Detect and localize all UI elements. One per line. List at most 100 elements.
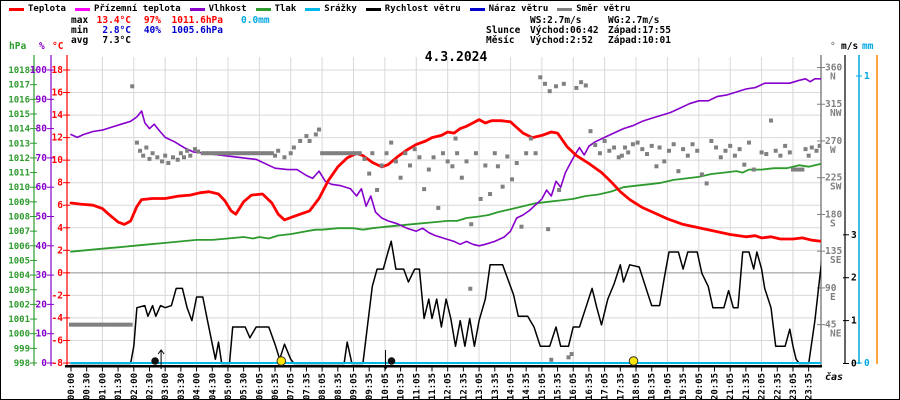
svg-text:3: 3 [851, 230, 857, 241]
wind-summary-row: WS:2.7m/s WG:2.7m/s [486, 16, 671, 26]
svg-text:05:30: 05:30 [240, 373, 250, 399]
svg-text:180: 180 [825, 209, 842, 220]
svg-text:22:35: 22:35 [773, 373, 783, 399]
stats-max-row: max 13.4°C 97% 1011.6hPa 0.0mm [71, 16, 270, 26]
svg-text:1010: 1010 [8, 183, 30, 193]
chart-legend: Teplota Přízemní teplota Vlhkost Tlak Srážky… [9, 4, 630, 14]
svg-text:1001: 1001 [8, 315, 30, 325]
svg-text:2: 2 [57, 245, 63, 256]
max-precipitation-value: 0.0mm [241, 15, 270, 26]
legend-swatch [74, 7, 90, 11]
svg-text:999: 999 [14, 344, 30, 354]
max-humidity-value: 97% [143, 15, 161, 26]
svg-text:05:00: 05:00 [224, 373, 234, 399]
arrow-down-icon [382, 350, 389, 370]
sun-row: Slunce Východ:06:42 Západ:17:55 [486, 26, 671, 36]
stats-block: max 13.4°C 97% 1011.6hPa 0.0mm min 2.8°C… [71, 16, 270, 46]
time-axis: 00:00 00:30 01:00 01:30 02:00 02:30 03:00 03:30… [65, 365, 822, 399]
legend-label: Přízemní teplota [93, 4, 181, 14]
svg-text:W: W [830, 145, 836, 156]
svg-text:04:30: 04:30 [208, 373, 218, 399]
legend-item: Rychlost větru [365, 4, 461, 14]
svg-text:20: 20 [36, 299, 48, 310]
svg-text:225: 225 [825, 173, 842, 184]
legend-item: Vlhkost [189, 4, 247, 14]
svg-text:998: 998 [14, 359, 30, 369]
svg-text:1016: 1016 [8, 95, 30, 105]
legend-item: Teplota [9, 4, 66, 14]
sunset-value: Západ:17:55 [608, 25, 671, 36]
svg-text:23:05: 23:05 [789, 373, 799, 399]
svg-text:10:35: 10:35 [397, 373, 407, 399]
svg-text:18:05: 18:05 [632, 373, 642, 399]
svg-text:21:05: 21:05 [726, 373, 736, 399]
avg-label: avg [71, 35, 89, 46]
series-Tlak [70, 162, 821, 253]
svg-text:80: 80 [36, 124, 48, 135]
svg-text:15:05: 15:05 [538, 373, 548, 399]
gridlines [67, 57, 821, 366]
svg-text:1014: 1014 [8, 125, 30, 135]
svg-text:135: 135 [825, 246, 842, 257]
svg-text:14:35: 14:35 [522, 373, 532, 399]
legend-item: Tlak [255, 4, 296, 14]
svg-text:2: 2 [851, 273, 857, 284]
svg-text:06:05: 06:05 [255, 373, 265, 399]
svg-text:14: 14 [52, 110, 64, 121]
legend-item: Směr větru [557, 4, 630, 14]
legend-label: Rychlost větru [384, 4, 461, 14]
sun-moon-markers [151, 349, 639, 370]
min-temperature-value: 2.8°C [102, 25, 131, 36]
svg-text:100: 100 [30, 65, 47, 76]
svg-text:00:30: 00:30 [83, 373, 93, 399]
legend-item: Přízemní teplota [74, 4, 181, 14]
svg-text:13:05: 13:05 [475, 373, 485, 399]
svg-text:09:35: 09:35 [365, 373, 375, 399]
moon-row: Měsíc Východ:2:52 Západ:10:01 [486, 36, 671, 46]
svg-text:21:35: 21:35 [742, 373, 752, 399]
time-axis-label: čas [825, 372, 844, 383]
sunrise-value: Východ:06:42 [530, 25, 599, 36]
svg-text:11:35: 11:35 [428, 373, 438, 399]
series-Vlhkost [70, 78, 821, 247]
svg-text:08:05: 08:05 [318, 373, 328, 399]
svg-text:1018: 1018 [8, 66, 30, 76]
svg-text:22:05: 22:05 [758, 373, 768, 399]
humidity-axis-unit: % [39, 41, 45, 52]
max-label: max [71, 15, 89, 26]
legend-swatch [9, 7, 24, 11]
svg-text:45: 45 [825, 320, 837, 331]
moonrise-value: Východ:2:52 [530, 35, 593, 46]
svg-text:4: 4 [57, 223, 63, 234]
svg-text:03:30: 03:30 [177, 373, 187, 399]
axes: 1018101710161015101410131012101110101009… [8, 55, 878, 370]
wind-speed-axis-unit: m/s [841, 41, 859, 52]
sunrise-sun-icon [276, 356, 287, 366]
sun-label: Slunce [486, 25, 521, 36]
svg-text:NE: NE [830, 329, 842, 340]
wind-speed-value: WS:2.7m/s [530, 15, 582, 26]
svg-text:S: S [830, 218, 836, 229]
svg-text:-4: -4 [52, 313, 64, 324]
precipitation-axis-unit: mm [862, 41, 874, 52]
svg-text:NW: NW [830, 108, 842, 119]
legend-swatch [557, 7, 573, 11]
svg-text:90: 90 [36, 94, 48, 105]
min-label: min [71, 25, 89, 36]
legend-swatch [469, 7, 485, 11]
svg-text:N: N [830, 71, 836, 82]
svg-text:12:35: 12:35 [459, 373, 469, 399]
wind-direction-points [69, 75, 821, 362]
svg-text:1015: 1015 [8, 110, 30, 120]
svg-text:07:05: 07:05 [287, 373, 297, 399]
svg-text:360: 360 [825, 62, 842, 73]
svg-text:17:05: 17:05 [601, 373, 611, 399]
svg-text:02:30: 02:30 [145, 373, 155, 399]
wind-direction-axis-unit: ° [830, 41, 836, 52]
legend-label: Srážky [324, 4, 357, 14]
moonrise-moon-icon [151, 357, 159, 365]
svg-text:16:35: 16:35 [585, 373, 595, 399]
svg-text:04:00: 04:00 [193, 373, 203, 399]
svg-text:18: 18 [52, 65, 64, 76]
moonset-moon-icon [387, 357, 396, 365]
